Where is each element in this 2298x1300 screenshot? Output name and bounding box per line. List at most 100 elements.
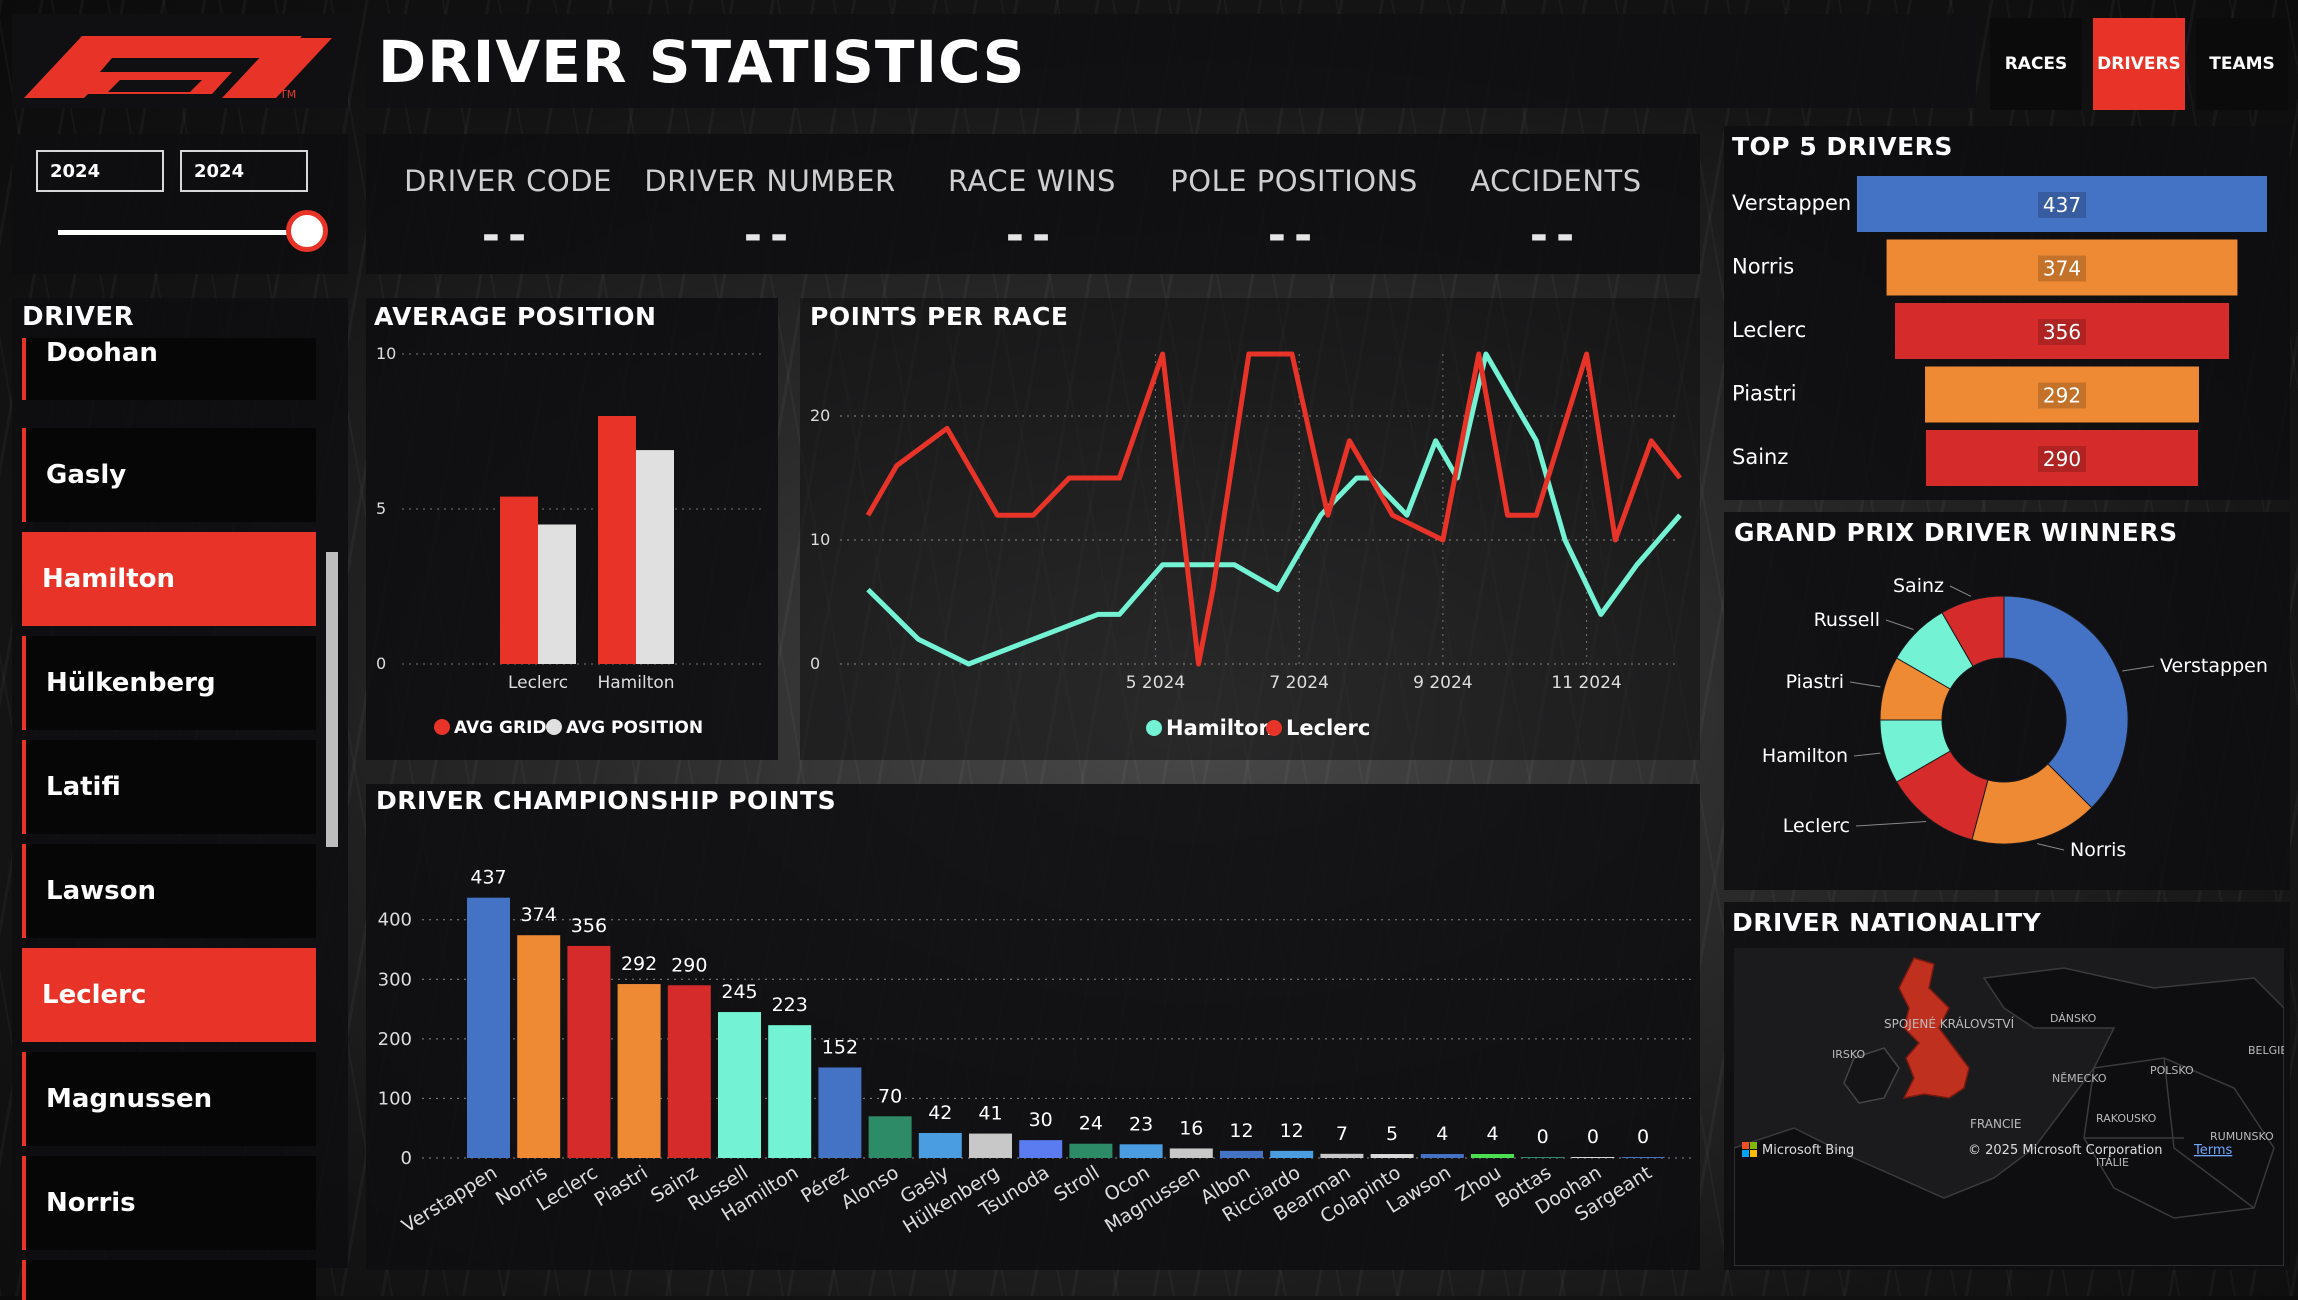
data-label: 0 (1637, 1126, 1649, 1148)
leader-line (1849, 681, 1881, 688)
data-label: 41 (978, 1103, 1002, 1125)
data-label-bg (2038, 192, 2086, 218)
driver-item[interactable] (22, 1260, 316, 1300)
map-terms-link[interactable]: Terms (2193, 1143, 2233, 1158)
y-tick-label: 10 (810, 530, 830, 549)
kpi-value: -- (1267, 210, 1321, 261)
bar (1857, 176, 2267, 232)
driver-item[interactable]: Latifi (22, 740, 316, 834)
y-tick-label: 300 (378, 969, 412, 990)
leader-line (1885, 619, 1914, 630)
bar (1370, 1154, 1414, 1158)
x-tick-label: 9 2024 (1413, 673, 1472, 693)
championship-points-panel: DRIVER CHAMPIONSHIP POINTS 0 100 200 300 400… (366, 784, 1700, 1270)
driver-item[interactable]: Leclerc (22, 948, 316, 1042)
driver-list-scrollbar[interactable] (326, 552, 338, 847)
donut-slice (1941, 595, 2005, 667)
x-tick-label: Stroll (1050, 1162, 1103, 1207)
slice-label: Russell (1814, 609, 1880, 631)
bar (718, 1012, 761, 1158)
ireland-shape (1843, 1047, 1900, 1104)
driver-slicer: DRIVER Doohan Gasly Hamilton Hülkenberg Lati… (12, 298, 348, 1300)
gp-winners-donut: Verstappen Norris Leclerc Hamilton Piastri Ru… (1762, 575, 2268, 861)
map-attribution: © 2025 Microsoft Corporation (1968, 1143, 2162, 1158)
year-slider-handle[interactable] (286, 210, 328, 252)
data-label: 245 (721, 981, 757, 1003)
data-label: 374 (2043, 257, 2081, 281)
driver-nationality-panel: DRIVER NATIONALITY SPOJENÉ KRÁLOVSTVÍ IR… (1724, 902, 2290, 1270)
driver-item[interactable]: Lawson (22, 844, 316, 938)
data-label: 12 (1280, 1120, 1304, 1142)
legend-marker (546, 719, 562, 735)
data-label: 5 (1386, 1123, 1398, 1145)
nav-drivers-button[interactable]: DRIVERS (2093, 18, 2185, 110)
bar (1320, 1153, 1364, 1158)
legend-label: AVG POSITION (566, 718, 703, 738)
country-borders-inner (2084, 1057, 2255, 1209)
kpi-label: RACE WINS (948, 164, 1116, 198)
slice-label: Hamilton (1762, 745, 1848, 767)
data-label: 356 (2043, 320, 2081, 344)
bar (1925, 366, 2199, 423)
nav-teams-button[interactable]: TEAMS (2196, 18, 2288, 110)
data-label-bg (2038, 319, 2086, 345)
driver-item[interactable]: Hamilton (22, 532, 316, 626)
bar (467, 897, 510, 1158)
data-label: 0 (1537, 1126, 1549, 1148)
year-to-input[interactable]: 2024 (180, 150, 308, 192)
driver-item[interactable]: Doohan (22, 338, 316, 400)
data-label-bg (2038, 382, 2086, 409)
year-from-input[interactable]: 2024 (36, 150, 164, 192)
championship-points-chart: 0100200300400437Verstappen374Norris356Le… (378, 867, 1692, 1238)
y-tick-label: 400 (378, 910, 412, 931)
f1-logo-panel: TM (12, 14, 348, 108)
category-label: Leclerc (1732, 318, 1806, 342)
f1-logo: TM (24, 36, 332, 101)
data-label: 7 (1336, 1123, 1348, 1145)
driver-item[interactable]: Norris (22, 1156, 316, 1250)
x-tick-label: Leclerc (508, 673, 568, 693)
series-line (865, 351, 1682, 667)
x-tick-label: Verstappen (398, 1162, 501, 1238)
year-slider-track[interactable] (58, 230, 310, 235)
map-label: RUMUNSKO (2210, 1130, 2274, 1143)
nav-races-button[interactable]: RACES (1990, 18, 2082, 110)
bar (1925, 430, 2199, 486)
x-tick-label: Hamilton (597, 673, 674, 693)
average-position-panel: AVERAGE POSITION 0 5 10 Leclerc Hamilton AVG … (366, 298, 778, 760)
kpi-label: POLE POSITIONS (1170, 164, 1418, 198)
kpi-value: -- (743, 210, 797, 261)
leader-line (2122, 665, 2155, 672)
driver-item[interactable]: Magnussen (22, 1052, 316, 1146)
bar (1621, 1157, 1665, 1158)
points-per-race-title: POINTS PER RACE (810, 302, 1069, 331)
y-tick-label: 0 (810, 654, 820, 673)
leader-line (2037, 843, 2065, 851)
nationality-map[interactable]: SPOJENÉ KRÁLOVSTVÍ IRSKO DÁNSKO NĚMECKO … (1734, 948, 2284, 1266)
map-label: IRSKO (1832, 1048, 1865, 1061)
bar (1521, 1157, 1565, 1158)
bar (517, 935, 561, 1158)
y-tick-label: 0 (376, 654, 386, 673)
slice-label: Piastri (1786, 671, 1844, 693)
microsoft-logo-icon (1742, 1142, 1757, 1157)
x-tick-label: 7 2024 (1269, 673, 1328, 693)
page-title: DRIVER STATISTICS (378, 28, 1026, 96)
data-label: 290 (671, 954, 707, 976)
legend-label: Leclerc (1286, 716, 1370, 740)
driver-item[interactable]: Hülkenberg (22, 636, 316, 730)
x-tick-label: 11 2024 (1551, 673, 1621, 693)
logo-tm: TM (279, 88, 296, 101)
bar (818, 1067, 862, 1158)
points-per-race-chart: 0 10 20 5 2024 7 2024 9 2024 11 2024 Hamilton Le… (810, 351, 1682, 740)
kpi-label: ACCIDENTS (1470, 164, 1642, 198)
top5-drivers-panel: TOP 5 DRIVERS Verstappen 437 Norris 374 Lecl… (1724, 126, 2290, 500)
data-label: 292 (621, 953, 657, 975)
kpi-label: DRIVER NUMBER (644, 164, 896, 198)
driver-item[interactable]: Gasly (22, 428, 316, 522)
category-label: Verstappen (1732, 191, 1851, 215)
land-mass (1734, 967, 2284, 1266)
bar (1169, 1148, 1213, 1158)
category-label: Piastri (1732, 382, 1797, 406)
leader-line (1949, 585, 1972, 597)
